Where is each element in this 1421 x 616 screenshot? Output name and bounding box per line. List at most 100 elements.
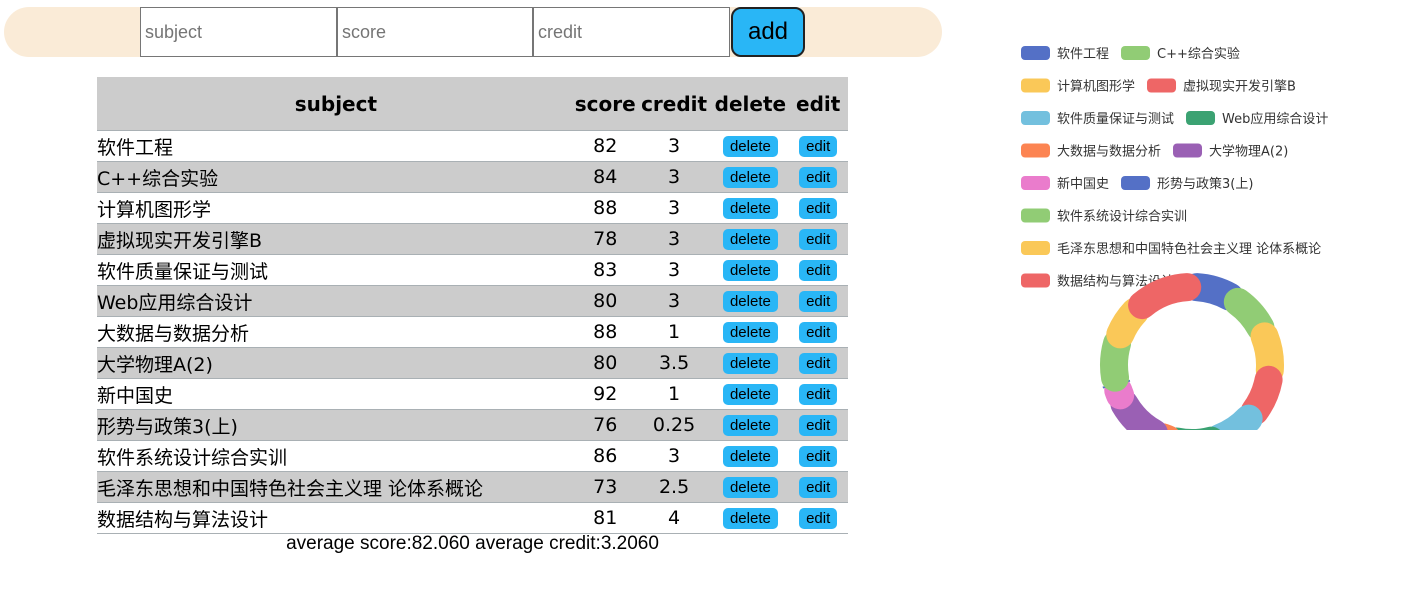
delete-button[interactable]: delete	[722, 136, 778, 157]
legend-label: 软件系统设计综合实训	[1057, 210, 1187, 225]
cell-score: 82	[574, 130, 636, 162]
cell-credit: 3.5	[635, 347, 713, 379]
legend-item[interactable]: 形势与政策3(上)	[1121, 176, 1253, 192]
edit-button[interactable]: edit	[799, 260, 838, 281]
edit-button[interactable]: edit	[799, 229, 838, 250]
cell-delete: delete	[712, 130, 789, 162]
table-row: 数据结构与算法设计 81 4 delete edit	[97, 502, 848, 534]
average-summary: average score:82.060 average credit:3.20…	[286, 533, 659, 554]
delete-button[interactable]: delete	[722, 353, 778, 374]
donut-slice[interactable]	[1128, 273, 1202, 320]
cell-score: 78	[574, 223, 636, 255]
table-row: 软件质量保证与测试 83 3 delete edit	[97, 254, 848, 286]
delete-button[interactable]: delete	[722, 446, 778, 467]
delete-button[interactable]: delete	[722, 198, 778, 219]
delete-button[interactable]: delete	[722, 415, 778, 436]
cell-subject: 软件质量保证与测试	[97, 254, 575, 286]
legend-item[interactable]: 软件质量保证与测试	[1021, 111, 1174, 127]
legend-label: 数据结构与算法设计	[1057, 275, 1174, 290]
table-body: 软件工程 82 3 delete edit C++综合实验 84 3 delete edit 计算机…	[97, 130, 848, 534]
cell-delete: delete	[712, 502, 789, 534]
legend-swatch	[1173, 143, 1203, 158]
subject-input[interactable]	[140, 7, 337, 57]
legend-item[interactable]: 新中国史	[1021, 176, 1109, 192]
edit-button[interactable]: edit	[799, 446, 838, 467]
header-edit: edit	[788, 77, 848, 131]
legend-item[interactable]: Web应用综合设计	[1186, 111, 1328, 127]
cell-edit: edit	[788, 223, 848, 255]
cell-edit: edit	[788, 471, 848, 503]
delete-button[interactable]: delete	[722, 384, 778, 405]
delete-button[interactable]: delete	[722, 260, 778, 281]
legend-item[interactable]: 大数据与数据分析	[1021, 143, 1161, 160]
legend-swatch	[1021, 46, 1050, 60]
legend-swatch	[1121, 176, 1151, 190]
cell-score: 81	[574, 502, 636, 534]
cell-edit: edit	[788, 192, 848, 224]
table-row: 大数据与数据分析 88 1 delete edit	[97, 316, 848, 348]
legend-item[interactable]: C++综合实验	[1121, 46, 1240, 62]
cell-credit: 1	[635, 378, 713, 410]
edit-button[interactable]: edit	[799, 415, 838, 436]
cell-score: 88	[574, 192, 636, 224]
cell-edit: edit	[788, 130, 848, 162]
header-delete: delete	[712, 77, 789, 131]
delete-button[interactable]: delete	[722, 508, 778, 529]
cell-delete: delete	[712, 223, 789, 255]
table-row: 大学物理A(2) 80 3.5 delete edit	[97, 347, 848, 379]
edit-button[interactable]: edit	[799, 136, 838, 157]
legend-item[interactable]: 计算机图形学	[1021, 78, 1135, 95]
legend-item[interactable]: 软件工程	[1021, 46, 1109, 62]
donut-slice[interactable]	[1223, 287, 1275, 342]
score-input[interactable]	[337, 7, 533, 57]
edit-button[interactable]: edit	[799, 322, 838, 343]
cell-subject: 毛泽东思想和中国特色社会主义理 论体系概论	[97, 471, 575, 503]
donut-slice[interactable]	[1250, 322, 1284, 385]
cell-score: 88	[574, 316, 636, 348]
edit-button[interactable]: edit	[799, 291, 838, 312]
legend-label: 大学物理A(2)	[1209, 144, 1288, 160]
cell-subject: 大数据与数据分析	[97, 316, 575, 348]
cell-edit: edit	[788, 161, 848, 193]
edit-button[interactable]: edit	[799, 477, 838, 498]
delete-button[interactable]: delete	[722, 229, 778, 250]
credit-input[interactable]	[533, 7, 730, 57]
legend-label: 软件工程	[1057, 47, 1109, 62]
donut-slice[interactable]	[1208, 404, 1263, 430]
donut-slice[interactable]	[1100, 329, 1132, 392]
cell-subject: 虚拟现实开发引擎B	[97, 223, 575, 255]
edit-button[interactable]: edit	[799, 353, 838, 374]
donut-slice[interactable]	[1240, 365, 1283, 426]
cell-credit: 1	[635, 316, 713, 348]
cell-credit: 3	[635, 440, 713, 472]
cell-credit: 2.5	[635, 471, 713, 503]
edit-button[interactable]: edit	[799, 384, 838, 405]
legend-label: 形势与政策3(上)	[1157, 176, 1253, 192]
edit-button[interactable]: edit	[799, 198, 838, 219]
delete-button[interactable]: delete	[722, 167, 778, 188]
delete-button[interactable]: delete	[722, 477, 778, 498]
edit-button[interactable]: edit	[799, 508, 838, 529]
delete-button[interactable]: delete	[722, 291, 778, 312]
legend-item[interactable]: 虚拟现实开发引擎B	[1147, 78, 1296, 95]
legend-swatch	[1021, 273, 1050, 288]
cell-score: 84	[574, 161, 636, 193]
legend-item[interactable]: 大学物理A(2)	[1173, 143, 1288, 160]
legend-item[interactable]: 软件系统设计综合实训	[1021, 208, 1187, 225]
cell-credit: 3	[635, 285, 713, 317]
table-row: 软件系统设计综合实训 86 3 delete edit	[97, 440, 848, 472]
cell-edit: edit	[788, 254, 848, 286]
legend-item[interactable]: 毛泽东思想和中国特色社会主义理 论体系概论	[1021, 241, 1321, 257]
delete-button[interactable]: delete	[722, 322, 778, 343]
legend-item[interactable]: 数据结构与算法设计	[1021, 273, 1174, 290]
cell-score: 80	[574, 285, 636, 317]
cell-credit: 0.25	[635, 409, 713, 441]
add-button[interactable]: add	[731, 7, 805, 57]
donut-slice[interactable]	[1182, 273, 1244, 311]
cell-credit: 3	[635, 223, 713, 255]
cell-edit: edit	[788, 285, 848, 317]
donut-slice[interactable]	[1110, 389, 1168, 430]
edit-button[interactable]: edit	[799, 167, 838, 188]
legend-label: C++综合实验	[1157, 46, 1240, 62]
